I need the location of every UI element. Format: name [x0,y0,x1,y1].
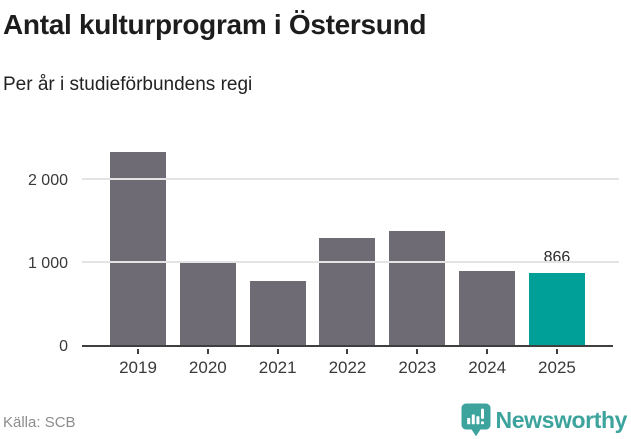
x-tick-mark [555,349,558,354]
y-tick-label: 2 000 [27,172,68,190]
x-axis-slot: 2023 [389,349,445,378]
gridline [82,178,619,181]
x-tick-label: 2019 [119,358,157,377]
newsworthy-wordmark: Newsworthy [495,406,628,433]
plot-area: 866 [82,140,619,347]
x-axis-slot: 2019 [110,349,166,378]
x-axis-slot: 2022 [319,349,375,378]
newsworthy-logo[interactable]: Newsworthy [461,403,627,437]
gridline [82,261,619,264]
bar-2025[interactable] [528,273,585,345]
x-tick-mark [416,349,419,354]
x-tick-mark [137,349,139,354]
bar-2019[interactable] [110,152,166,345]
x-tick-label: 2022 [328,358,367,377]
chart-title: Antal kulturprogram i Östersund [3,9,427,40]
y-tick-label: 1 000 [27,255,68,273]
bar-2023[interactable] [389,230,446,345]
newsworthy-logo-icon [461,403,491,437]
x-tick-label: 2024 [468,358,507,377]
x-tick-mark [346,349,349,354]
x-axis-slot: 2024 [459,349,515,378]
bar-column [389,140,446,345]
bar-column: 866 [528,140,585,345]
x-tick-mark [276,349,279,354]
bar-column [459,140,516,345]
bars-row: 866 [82,140,613,345]
y-tick-label: 0 [59,338,68,355]
bar-2021[interactable] [249,281,306,345]
chart-footer: Källa: SCB Newsworthy [0,397,631,439]
x-tick-mark [486,349,489,354]
bar-column [110,140,166,345]
x-tick-label: 2025 [538,358,576,377]
x-tick-label: 2020 [188,358,227,377]
x-axis-slot: 2025 [529,349,585,378]
x-axis-slot: 2020 [180,349,236,378]
bar-column [319,140,376,345]
y-axis: 0 1 000 2 000 [0,140,68,355]
x-tick-mark [206,349,209,354]
chart-subtitle: Per år i studieförbundens regi [3,74,253,95]
x-tick-label: 2023 [398,358,437,377]
x-axis: 2019 2020 2021 2022 2023 2024 2025 [82,349,613,378]
bar-2022[interactable] [319,238,376,345]
bar-column [179,140,236,345]
x-tick-label: 2021 [258,358,297,377]
bar-2024[interactable] [459,270,516,345]
source-label: Källa: SCB [3,414,76,431]
bar-column [249,140,306,345]
bar-2020[interactable] [179,261,236,345]
bar-value-label: 866 [543,249,571,267]
x-axis-slot: 2021 [250,349,306,378]
